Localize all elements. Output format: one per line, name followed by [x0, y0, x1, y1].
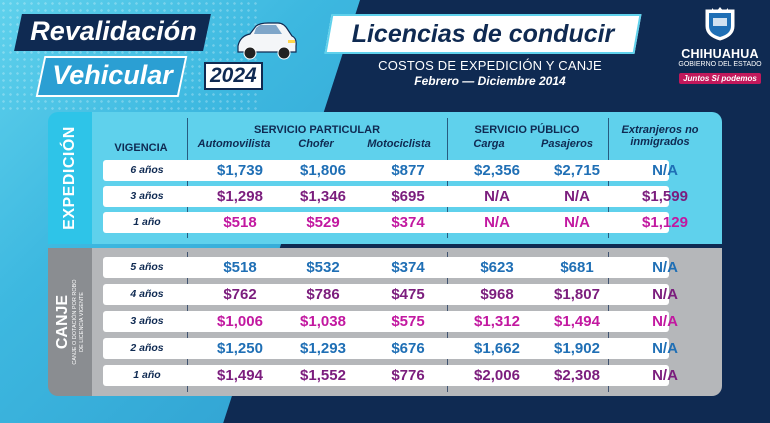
- table-row: 3 años $1,298 $1,346 $695 N/A N/A $1,599: [103, 186, 688, 207]
- cell-carga: $2,356: [474, 162, 520, 179]
- expedicion-side-label: EXPEDICIÓN: [48, 112, 92, 244]
- cell-motociclista: $676: [391, 340, 425, 357]
- cell-motociclista: $776: [391, 367, 425, 384]
- column-header-chofer: Chofer: [298, 138, 334, 150]
- cell-vigencia: 6 años: [130, 164, 164, 176]
- expedicion-label: EXPEDICIÓN: [61, 126, 78, 230]
- canje-sublabel-2: DE LICENCIA VIGENTE: [79, 292, 85, 352]
- cell-carga: $1,312: [474, 313, 520, 330]
- cell-extranjeros: N/A: [652, 162, 678, 179]
- cell-chofer: $1,038: [300, 313, 346, 330]
- cell-vigencia: 2 años: [130, 342, 164, 354]
- cell-carga: $1,662: [474, 340, 520, 357]
- cell-pasajeros: $1,494: [554, 313, 600, 330]
- cell-carga: N/A: [484, 188, 510, 205]
- cell-chofer: $529: [306, 214, 340, 231]
- subtitle: COSTOS DE EXPEDICIÓN Y CANJE: [378, 58, 602, 73]
- column-header-carga: Carga: [473, 138, 505, 150]
- logo-gobierno: GOBIERNO DEL ESTADO: [678, 61, 762, 68]
- cell-chofer: $786: [306, 286, 340, 303]
- table-row: 3 años $1,006 $1,038 $575 $1,312 $1,494 …: [103, 311, 678, 332]
- cell-pasajeros: $681: [560, 259, 594, 276]
- table-row: 2 años $1,250 $1,293 $676 $1,662 $1,902 …: [103, 338, 678, 359]
- group-header-publico: SERVICIO PÚBLICO: [474, 124, 580, 136]
- cell-vigencia: 3 años: [130, 315, 164, 327]
- cell-automovilista: $762: [223, 286, 257, 303]
- cell-carga: N/A: [484, 214, 510, 231]
- cell-extranjeros: N/A: [652, 367, 678, 384]
- cell-chofer: $532: [306, 259, 340, 276]
- cell-vigencia: 1 año: [133, 369, 161, 381]
- cell-automovilista: $1,006: [217, 313, 263, 330]
- cell-motociclista: $374: [391, 214, 425, 231]
- vehicular-text: Vehicular: [52, 60, 173, 90]
- cell-carga: $968: [480, 286, 514, 303]
- cell-automovilista: $1,250: [217, 340, 263, 357]
- table-row: 1 año $1,494 $1,552 $776 $2,006 $2,308 N…: [103, 365, 678, 386]
- cell-automovilista: $1,298: [217, 188, 263, 205]
- revalidacion-tag: Revalidación: [14, 14, 211, 51]
- coat-of-arms-icon: [705, 7, 735, 41]
- group-header-particular: SERVICIO PARTICULAR: [253, 124, 381, 136]
- revalidacion-text: Revalidación: [30, 16, 197, 46]
- vehicular-tag: Vehicular: [35, 56, 187, 97]
- column-header-automovilista: Automovilista: [197, 138, 271, 150]
- group-header-extranjeros: Extranjeros no inmigrados: [621, 124, 699, 148]
- cell-pasajeros: N/A: [564, 188, 590, 205]
- cell-pasajeros: N/A: [564, 214, 590, 231]
- cell-extranjeros: $1,129: [642, 214, 688, 231]
- cell-automovilista: $518: [223, 214, 257, 231]
- cell-motociclista: $877: [391, 162, 425, 179]
- price-table: EXPEDICIÓN CANJE CANJE O DOTACIÓN POR RO…: [48, 112, 722, 396]
- cell-vigencia: 5 años: [130, 261, 164, 273]
- cell-motociclista: $475: [391, 286, 425, 303]
- cell-extranjeros: $1,599: [642, 188, 688, 205]
- cell-chofer: $1,346: [300, 188, 346, 205]
- cell-pasajeros: $1,902: [554, 340, 600, 357]
- column-header-vigencia: VIGENCIA: [114, 142, 168, 154]
- table-row: 1 año $518 $529 $374 N/A N/A $1,129: [103, 212, 688, 233]
- car-icon: [237, 22, 297, 60]
- page-title-box: Licencias de conducir: [324, 14, 642, 54]
- cell-motociclista: $374: [391, 259, 425, 276]
- table-row: 4 años $762 $786 $475 $968 $1,807 N/A: [103, 284, 678, 305]
- logo-slogan: Juntos Sí podemos: [679, 73, 761, 84]
- canje-label-block: CANJE CANJE O DOTACIÓN POR ROBO DE LICEN…: [54, 279, 86, 364]
- canje-sublabel-1: CANJE O DOTACIÓN POR ROBO: [72, 279, 78, 365]
- column-header-motociclista: Motociclista: [367, 138, 431, 150]
- cell-chofer: $1,552: [300, 367, 346, 384]
- cell-extranjeros: N/A: [652, 286, 678, 303]
- canje-label: CANJE: [54, 294, 71, 350]
- period-text: Febrero — Diciembre 2014: [414, 74, 566, 88]
- cell-chofer: $1,806: [300, 162, 346, 179]
- cell-vigencia: 4 años: [130, 288, 164, 300]
- cell-motociclista: $695: [391, 188, 425, 205]
- column-header-pasajeros: Pasajeros: [541, 138, 593, 150]
- table-row: 6 años $1,739 $1,806 $877 $2,356 $2,715 …: [103, 160, 678, 181]
- table-row: 5 años $518 $532 $374 $623 $681 N/A: [103, 257, 678, 278]
- cell-automovilista: $1,739: [217, 162, 263, 179]
- logo-state: CHIHUAHUA: [681, 47, 759, 61]
- cell-automovilista: $1,494: [217, 367, 263, 384]
- logo: CHIHUAHUA GOBIERNO DEL ESTADO Juntos Sí …: [676, 6, 764, 86]
- cell-carga: $623: [480, 259, 514, 276]
- cell-vigencia: 3 años: [130, 190, 164, 202]
- cell-automovilista: $518: [223, 259, 257, 276]
- cell-extranjeros: N/A: [652, 340, 678, 357]
- cell-vigencia: 1 año: [133, 216, 161, 228]
- cell-motociclista: $575: [391, 313, 425, 330]
- cell-pasajeros: $1,807: [554, 286, 600, 303]
- cell-extranjeros: N/A: [652, 313, 678, 330]
- cell-pasajeros: $2,715: [554, 162, 600, 179]
- cell-chofer: $1,293: [300, 340, 346, 357]
- page-title: Licencias de conducir: [351, 20, 615, 48]
- cell-pasajeros: $2,308: [554, 367, 600, 384]
- year-badge: 2024: [204, 62, 263, 90]
- cell-carga: $2,006: [474, 367, 520, 384]
- cell-extranjeros: N/A: [652, 259, 678, 276]
- canje-side-label: CANJE CANJE O DOTACIÓN POR ROBO DE LICEN…: [48, 248, 92, 396]
